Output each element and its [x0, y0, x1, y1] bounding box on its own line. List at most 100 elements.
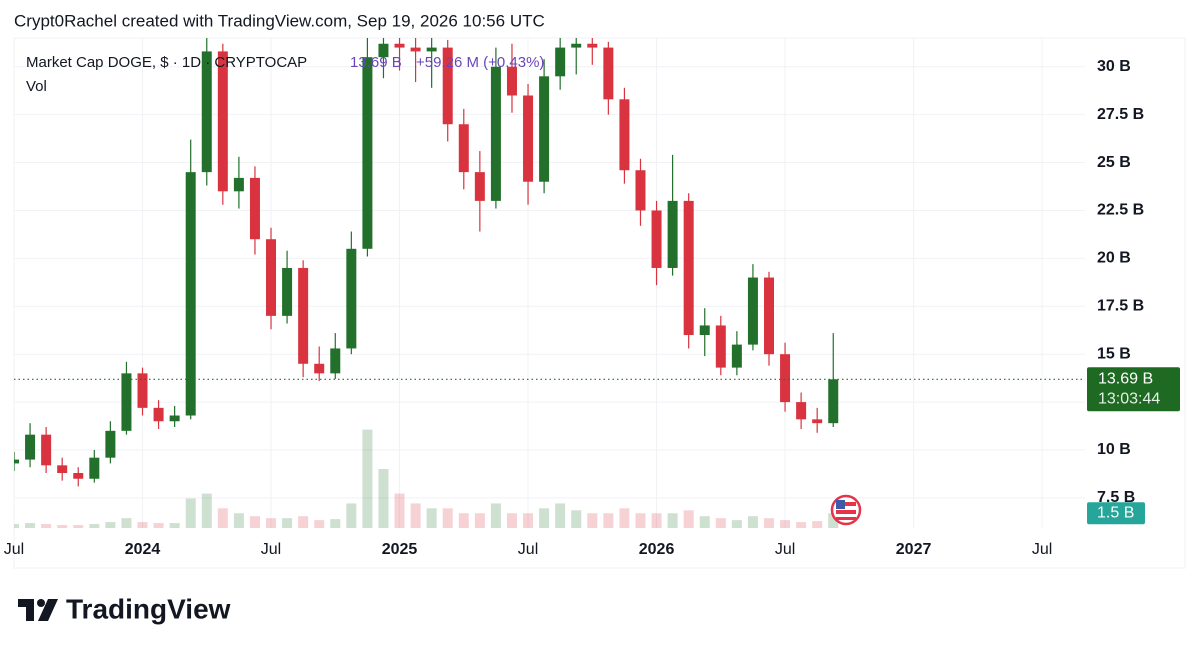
candle-body — [394, 43, 405, 48]
volume-bar — [780, 520, 791, 528]
candle-body — [474, 172, 485, 201]
x-tick-label: 2027 — [896, 541, 932, 558]
tradingview-logo — [18, 599, 58, 621]
candle-body — [458, 124, 469, 173]
candle-body — [266, 239, 277, 316]
overlay: 7.5 B10 B12.5 B15 B17.5 B20 B22.5 B25 B2… — [4, 58, 1180, 558]
volume-bar — [683, 510, 694, 528]
candle-body — [121, 373, 132, 431]
x-tick-label: 2025 — [382, 541, 418, 558]
volume-bar — [73, 525, 84, 528]
volume-bar — [41, 524, 52, 528]
x-tick-label: Jul — [775, 541, 795, 558]
legend: Market Cap DOGE, $ · 1D · CRYPTOCAP 13.6… — [26, 54, 544, 95]
price-tag — [1087, 367, 1180, 412]
volume-bar — [362, 429, 373, 528]
candle-body — [426, 47, 437, 52]
volume-bar — [635, 513, 646, 528]
candle-body — [217, 51, 228, 192]
candle-body — [14, 459, 19, 464]
candle-body — [346, 248, 357, 349]
candle-body — [89, 457, 100, 479]
volume-bar — [14, 524, 19, 528]
candle-body — [555, 47, 566, 77]
volume-pane — [14, 429, 839, 528]
volume-bar — [153, 523, 164, 528]
candle-body — [635, 170, 646, 211]
candle-body — [169, 415, 180, 422]
volume-bar — [523, 513, 534, 528]
candle-body — [667, 200, 678, 268]
volume-bar — [185, 498, 196, 528]
candle-body — [619, 99, 630, 171]
candle-body — [699, 325, 710, 336]
price-tag-label: 13.69 B — [1098, 371, 1153, 388]
volume-bar — [137, 522, 148, 528]
volume-bar — [715, 518, 726, 528]
candles — [14, 38, 839, 487]
candle-body — [796, 402, 807, 420]
x-tick-label: 2024 — [125, 541, 161, 558]
volume-tag — [1087, 502, 1145, 525]
volume-bar — [458, 513, 469, 528]
candle-body — [603, 47, 614, 100]
volume-bar — [667, 513, 678, 528]
candle-body — [233, 177, 244, 192]
volume-bar — [105, 522, 116, 528]
y-tick-label: 27.5 B — [1097, 106, 1144, 123]
volume-bar — [298, 516, 309, 528]
y-tick-label: 10 B — [1097, 441, 1131, 458]
volume-bar — [796, 522, 807, 528]
volume-bar — [474, 513, 485, 528]
volume-bar — [121, 518, 132, 528]
candle-body — [715, 325, 726, 368]
y-tick-label: 20 B — [1097, 250, 1131, 267]
volume-bar — [603, 513, 614, 528]
candle-body — [73, 473, 84, 479]
volume-bar — [217, 508, 228, 528]
countdown: 13:03:44 — [1098, 391, 1160, 408]
volume-bar — [619, 508, 630, 528]
volume-bar — [828, 513, 839, 528]
y-tick-label: 30 B — [1097, 58, 1131, 75]
volume-bar — [266, 518, 277, 528]
volume-bar — [394, 493, 405, 528]
candle-body — [282, 267, 293, 316]
volume-bar — [346, 503, 357, 528]
candle-body — [201, 51, 212, 173]
volume-bar — [314, 520, 325, 528]
volume-bar — [233, 513, 244, 528]
volume-bar — [330, 519, 341, 528]
volume-bar — [506, 513, 517, 528]
candle-body — [185, 172, 196, 416]
volume-bar — [426, 508, 437, 528]
volume-bar — [442, 508, 453, 528]
candle-body — [747, 277, 758, 345]
candle-body — [651, 210, 662, 268]
symbol: Market Cap DOGE, $ · 1D · CRYPTOCAP — [26, 54, 307, 71]
candle-body — [410, 47, 421, 52]
candle-body — [378, 43, 389, 58]
volume-tag-label: 1.5 B — [1097, 504, 1134, 521]
volume-bar — [89, 524, 100, 528]
candle-body — [57, 465, 68, 474]
volume-bar — [169, 523, 180, 528]
candle-body — [41, 434, 52, 466]
legend-value: 13.69 B — [350, 54, 402, 71]
candle-body — [683, 200, 694, 336]
candle-body — [153, 407, 164, 422]
volume-bar — [378, 469, 389, 528]
candle-body — [362, 57, 373, 249]
volume-bar — [812, 521, 823, 528]
x-tick-label: Jul — [518, 541, 538, 558]
candle-body — [780, 354, 791, 403]
candle-body — [105, 430, 116, 458]
volume-bar — [57, 525, 68, 528]
volume-bar — [201, 493, 212, 528]
volume-bar — [249, 516, 260, 528]
candle-body — [330, 348, 341, 374]
volume-bar — [490, 503, 501, 528]
candle-body — [571, 43, 582, 48]
